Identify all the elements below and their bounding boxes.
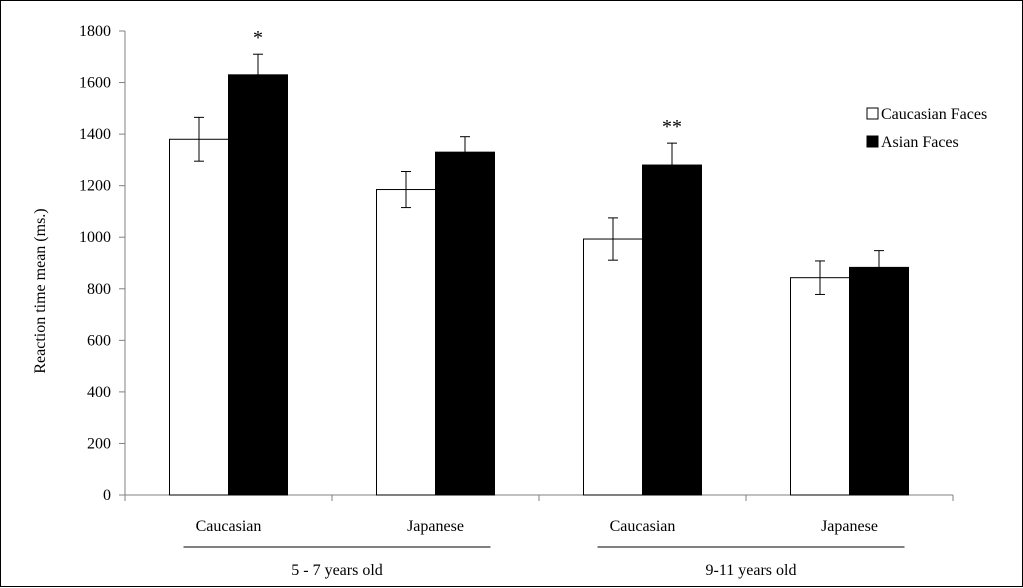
bar-caucasian-faces [790,277,850,496]
category-label: Japanese [407,518,464,535]
y-tick-label: 400 [87,384,111,401]
bar-asian-faces [642,164,702,496]
legend-label: Caucasian Faces [881,106,987,123]
category-label: Caucasian [196,518,262,535]
y-tick-label: 600 [87,332,111,349]
y-tick-label: 1800 [79,23,111,40]
legend: Caucasian Faces Asian Faces [866,106,987,151]
bar-asian-faces [228,74,288,496]
category-label: Japanese [821,518,878,535]
y-tick-label: 200 [87,435,111,452]
y-tick-label: 800 [87,281,111,298]
legend-label: Asian Faces [881,134,959,151]
bar-caucasian-faces [169,138,229,496]
y-tick-label: 1600 [79,75,111,92]
category-label: Caucasian [610,518,676,535]
y-axis-title: Reaction time mean (ms.) [32,208,49,373]
group-label: 5 - 7 years old [291,562,383,579]
bar-asian-faces [435,151,495,496]
group-label: 9-11 years old [706,562,797,579]
significance-marker: * [253,27,263,49]
y-tick-label: 1200 [79,178,111,195]
significance-marker: ** [662,116,682,138]
bar-caucasian-faces [583,238,643,496]
legend-swatch [866,107,879,120]
bar-caucasian-faces [376,189,436,496]
y-tick-label: 1400 [79,126,111,143]
y-tick-label: 0 [103,487,111,504]
bar-asian-faces [849,266,909,496]
legend-swatch [866,135,879,148]
y-tick-label: 1000 [79,229,111,246]
